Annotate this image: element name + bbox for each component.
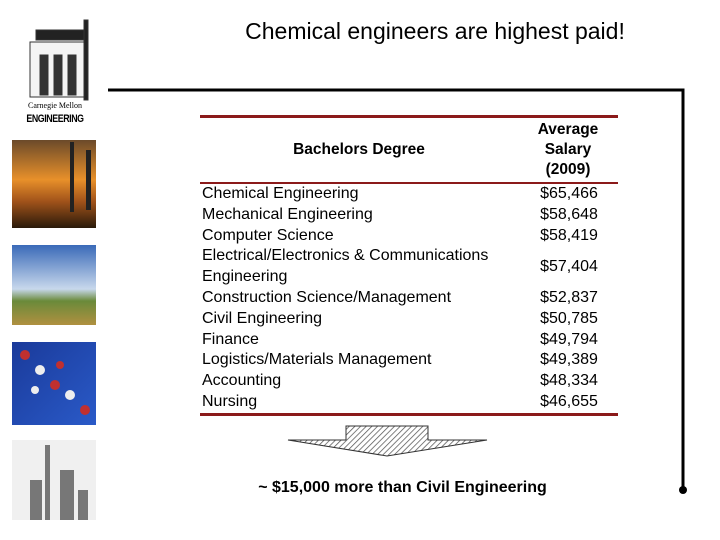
table-row: Logistics/Materials Management $49,389	[200, 350, 618, 371]
degree-cell: Logistics/Materials Management	[202, 351, 432, 369]
table-row: Computer Science $58,419	[200, 226, 618, 247]
salary-cell: $49,794	[540, 330, 598, 348]
degree-cell: Electrical/Electronics & Communications …	[202, 247, 489, 286]
frame-dot	[679, 486, 687, 494]
slide-title: Chemical engineers are highest paid!	[245, 18, 625, 44]
header-row: Bachelors Degree Average Salary (2009)	[200, 115, 618, 184]
table-row: Civil Engineering $50,785	[200, 309, 618, 330]
salary-cell: $57,404	[540, 257, 598, 275]
salary-cell: $65,466	[540, 185, 598, 202]
table-row: Electrical/Electronics & Communications …	[200, 246, 618, 288]
molecule-atoms	[20, 350, 90, 415]
salary-table: Bachelors Degree Average Salary (2009) C…	[200, 115, 618, 416]
degree-cell: Computer Science	[202, 226, 334, 244]
down-arrow	[287, 425, 488, 457]
logo-school: ENGINEERING	[26, 113, 84, 125]
logo-building	[29, 19, 89, 101]
table-row: Mechanical Engineering $58,648	[200, 205, 618, 226]
image-refinery	[12, 140, 96, 228]
salary-cell: $58,419	[540, 226, 598, 244]
degree-cell: Finance	[202, 330, 259, 348]
degree-cell: Construction Science/Management	[202, 288, 452, 306]
degree-cell: Civil Engineering	[202, 309, 323, 327]
salary-cell: $46,655	[518, 391, 618, 416]
degree-cell: Mechanical Engineering	[202, 205, 373, 223]
table-row: Finance $49,794	[200, 330, 618, 351]
salary-cell: $49,389	[540, 351, 598, 369]
header-cell: Average Salary (2009)	[518, 115, 618, 184]
footnote: ~ $15,000 more than Civil Engineering	[258, 479, 547, 496]
table-row: Chemical Engineering $65,466	[200, 183, 618, 205]
salary-cell: $52,837	[540, 288, 598, 306]
table-row: Nursing $46,655	[200, 391, 618, 416]
salary-cell: $48,334	[540, 372, 598, 390]
degree-cell: Accounting	[202, 372, 282, 390]
logo-university: Carnegie Mellon	[28, 101, 82, 110]
frame-line	[108, 88, 685, 490]
table-row: Accounting $48,334	[200, 371, 618, 392]
image-field	[12, 245, 96, 325]
degree-cell: Nursing	[200, 391, 518, 416]
header-cell: Bachelors Degree	[200, 115, 518, 184]
plant-structures	[30, 445, 88, 520]
salary-cell: $50,785	[540, 309, 598, 327]
degree-cell: Chemical Engineering	[202, 185, 359, 202]
salary-cell: $58,648	[540, 205, 598, 223]
table-row: Construction Science/Management $52,837	[200, 288, 618, 309]
header-text: Average Salary (2009)	[537, 121, 599, 178]
